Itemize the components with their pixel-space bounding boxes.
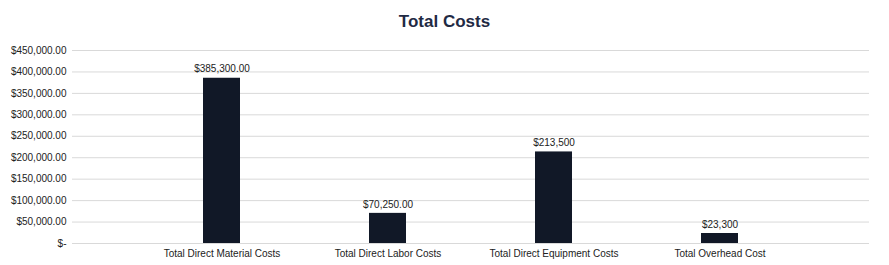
svg-text:$50,000.00: $50,000.00 <box>16 216 66 227</box>
svg-text:$385,300.00: $385,300.00 <box>194 63 250 74</box>
svg-text:$300,000.00: $300,000.00 <box>11 109 67 120</box>
svg-text:Total Overhead Cost: Total Overhead Cost <box>674 248 765 259</box>
svg-text:$200,000.00: $200,000.00 <box>11 152 67 163</box>
svg-text:$100,000.00: $100,000.00 <box>11 195 67 206</box>
svg-text:$-: $- <box>58 238 67 249</box>
svg-text:Total Direct Labor Costs: Total Direct Labor Costs <box>335 248 442 259</box>
svg-text:$23,300: $23,300 <box>702 219 739 230</box>
svg-text:$350,000.00: $350,000.00 <box>11 88 67 99</box>
svg-text:$400,000.00: $400,000.00 <box>11 66 67 77</box>
svg-text:$250,000.00: $250,000.00 <box>11 130 67 141</box>
svg-text:Total Direct Material Costs: Total Direct Material Costs <box>164 248 281 259</box>
svg-text:$70,250.00: $70,250.00 <box>363 199 413 210</box>
svg-text:$450,000.00: $450,000.00 <box>11 45 67 56</box>
svg-text:$213,500: $213,500 <box>533 137 575 148</box>
svg-text:$150,000.00: $150,000.00 <box>11 173 67 184</box>
svg-text:Total Direct Equipment Costs: Total Direct Equipment Costs <box>490 248 619 259</box>
html-text:Total Costs: Total Costs <box>398 12 491 31</box>
